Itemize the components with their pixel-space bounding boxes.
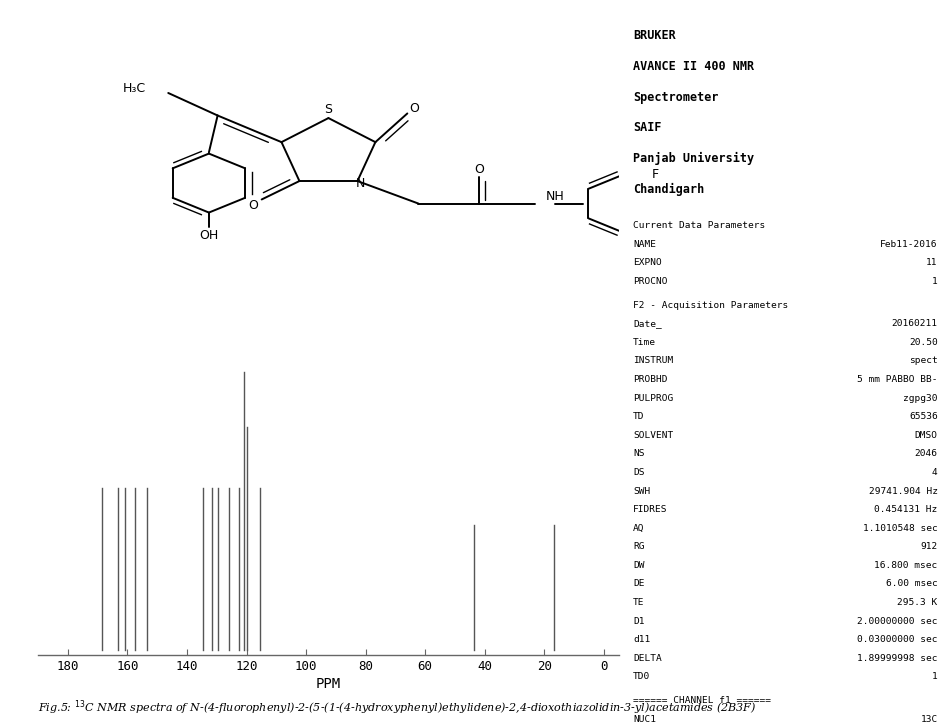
- Text: N: N: [356, 177, 365, 189]
- Text: 16.800 msec: 16.800 msec: [875, 561, 938, 570]
- Text: D1: D1: [633, 617, 645, 625]
- Text: 5 mm PABBO BB-: 5 mm PABBO BB-: [857, 375, 938, 384]
- Text: SOLVENT: SOLVENT: [633, 431, 673, 440]
- Text: 295.3 K: 295.3 K: [898, 598, 938, 607]
- Text: F: F: [652, 167, 659, 181]
- Text: 912: 912: [921, 542, 938, 551]
- Text: 1: 1: [932, 277, 938, 286]
- Text: 2.00000000 sec: 2.00000000 sec: [857, 617, 938, 625]
- Text: NAME: NAME: [633, 240, 656, 249]
- Text: 29741.904 Hz: 29741.904 Hz: [869, 486, 938, 496]
- Text: Feb11-2016: Feb11-2016: [881, 240, 938, 249]
- Text: 11: 11: [926, 258, 938, 267]
- Text: 0.454131 Hz: 0.454131 Hz: [875, 505, 938, 514]
- Text: NUC1: NUC1: [633, 715, 656, 724]
- Text: H₃C: H₃C: [123, 82, 147, 95]
- Text: Time: Time: [633, 338, 656, 347]
- Text: F2 - Acquisition Parameters: F2 - Acquisition Parameters: [633, 301, 788, 309]
- Text: 20160211: 20160211: [892, 320, 938, 328]
- Text: Spectrometer: Spectrometer: [633, 90, 719, 103]
- Text: 1.1010548 sec: 1.1010548 sec: [863, 523, 938, 533]
- Text: Panjab University: Panjab University: [633, 152, 754, 165]
- Text: Fig.5: $^{13}$C NMR spectra of N-(4-fluorophenyl)-2-(5-(1-(4-hydroxyphenyl)ethyl: Fig.5: $^{13}$C NMR spectra of N-(4-fluo…: [38, 698, 757, 717]
- Text: 1.89999998 sec: 1.89999998 sec: [857, 654, 938, 662]
- Text: O: O: [409, 102, 419, 115]
- Text: AVANCE II 400 NMR: AVANCE II 400 NMR: [633, 60, 754, 73]
- Text: PROCNO: PROCNO: [633, 277, 667, 286]
- Text: RG: RG: [633, 542, 645, 551]
- Text: FIDRES: FIDRES: [633, 505, 667, 514]
- Text: 65536: 65536: [909, 412, 938, 422]
- Text: Chandigarh: Chandigarh: [633, 183, 704, 196]
- Text: spect: spect: [909, 357, 938, 365]
- Text: DE: DE: [633, 579, 645, 588]
- Text: BRUKER: BRUKER: [633, 29, 676, 42]
- Text: PROBHD: PROBHD: [633, 375, 667, 384]
- Text: 13C: 13C: [921, 715, 938, 724]
- Text: 2046: 2046: [915, 449, 938, 459]
- Text: S: S: [325, 103, 332, 116]
- Text: DELTA: DELTA: [633, 654, 662, 662]
- Text: NH: NH: [546, 190, 565, 202]
- Text: EXPNO: EXPNO: [633, 258, 662, 267]
- Text: SWH: SWH: [633, 486, 650, 496]
- Text: 4: 4: [932, 468, 938, 477]
- Text: DS: DS: [633, 468, 645, 477]
- Text: OH: OH: [199, 229, 219, 242]
- Text: d11: d11: [633, 635, 650, 644]
- Text: Date_: Date_: [633, 320, 662, 328]
- Text: TD: TD: [633, 412, 645, 422]
- Text: SAIF: SAIF: [633, 122, 662, 135]
- Text: PULPROG: PULPROG: [633, 394, 673, 403]
- Text: Current Data Parameters: Current Data Parameters: [633, 221, 765, 230]
- Text: zgpg30: zgpg30: [903, 394, 938, 403]
- Text: 6.00 msec: 6.00 msec: [886, 579, 938, 588]
- Text: ====== CHANNEL f1 ======: ====== CHANNEL f1 ======: [633, 696, 771, 705]
- Text: DMSO: DMSO: [915, 431, 938, 440]
- X-axis label: PPM: PPM: [316, 677, 341, 691]
- Text: NS: NS: [633, 449, 645, 459]
- Text: TD0: TD0: [633, 673, 650, 681]
- Text: O: O: [474, 163, 485, 176]
- Text: 0.03000000 sec: 0.03000000 sec: [857, 635, 938, 644]
- Text: O: O: [248, 199, 258, 212]
- Text: 20.50: 20.50: [909, 338, 938, 347]
- Text: INSTRUM: INSTRUM: [633, 357, 673, 365]
- Text: DW: DW: [633, 561, 645, 570]
- Text: AQ: AQ: [633, 523, 645, 533]
- Text: 1: 1: [932, 673, 938, 681]
- Text: TE: TE: [633, 598, 645, 607]
